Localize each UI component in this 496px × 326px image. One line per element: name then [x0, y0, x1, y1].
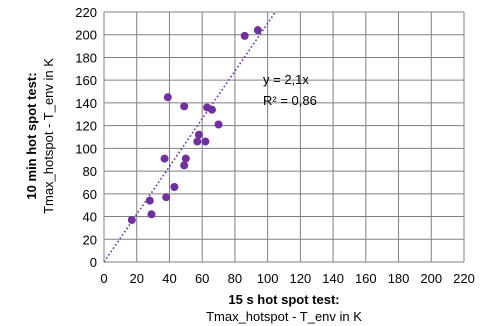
- y-axis-title-line2: Tmax_hotspot - T_env in K: [41, 58, 56, 214]
- data-point-8: [180, 102, 189, 111]
- y-tick-label-6: 120: [75, 119, 97, 134]
- y-tick-label-10: 200: [75, 28, 97, 43]
- y-tick-label-0: 0: [90, 255, 97, 270]
- data-point-12: [201, 137, 210, 146]
- x-tick-label-5: 100: [257, 271, 279, 286]
- x-tick-label-7: 140: [322, 271, 344, 286]
- data-point-9: [181, 154, 190, 163]
- x-tick-label-10: 200: [420, 271, 442, 286]
- data-point-0: [127, 215, 136, 224]
- data-point-10: [193, 137, 202, 146]
- data-point-7: [180, 161, 189, 170]
- data-point-17: [253, 26, 262, 35]
- trendline: [103, 11, 277, 263]
- data-point-3: [160, 154, 169, 163]
- x-tick-label-11: 220: [453, 271, 475, 286]
- gridlines: [103, 11, 465, 263]
- trendline-equation: y = 2,1x: [263, 72, 309, 87]
- y-axis-title-line1: 10 min hot spot test:: [24, 72, 39, 199]
- data-point-1: [145, 196, 154, 205]
- y-tick-label-5: 100: [75, 141, 97, 156]
- y-tick-label-2: 40: [83, 210, 97, 225]
- x-tick-label-0: 0: [100, 271, 107, 286]
- x-tick-label-3: 60: [195, 271, 209, 286]
- data-points: [127, 26, 262, 224]
- x-tick-label-8: 160: [355, 271, 377, 286]
- x-axis-title-line2: Tmax_hotspot - T_env in K: [206, 309, 362, 324]
- trendline-group: [103, 11, 277, 263]
- x-axis-title-line1: 15 s hot spot test:: [228, 292, 339, 307]
- x-tick-label-1: 20: [129, 271, 143, 286]
- data-point-14: [208, 105, 216, 114]
- x-tick-label-9: 180: [388, 271, 410, 286]
- x-tick-label-6: 120: [290, 271, 312, 286]
- y-tick-label-11: 220: [75, 5, 97, 20]
- y-tick-label-3: 60: [83, 187, 97, 202]
- data-point-4: [162, 193, 171, 202]
- data-point-11: [194, 130, 203, 139]
- x-tick-labels: 0 20 40 60 80 100 120 140 160 180 200 220: [100, 271, 474, 286]
- y-tick-label-7: 140: [75, 96, 97, 111]
- data-point-2: [147, 210, 156, 219]
- data-point-6: [170, 183, 179, 191]
- data-point-16: [240, 31, 249, 40]
- r-squared-label: R² = 0,86: [263, 93, 317, 108]
- y-tick-label-9: 180: [75, 50, 97, 65]
- y-tick-label-8: 160: [75, 73, 97, 88]
- y-tick-label-4: 80: [83, 164, 97, 179]
- x-tick-label-4: 80: [228, 271, 242, 286]
- y-tick-label-1: 20: [83, 232, 97, 247]
- y-tick-labels: 0 20 40 60 80 100 120 140 160 180 200 220: [75, 5, 97, 270]
- data-point-5: [163, 93, 172, 102]
- x-tick-label-2: 40: [162, 271, 176, 286]
- data-point-15: [214, 120, 223, 129]
